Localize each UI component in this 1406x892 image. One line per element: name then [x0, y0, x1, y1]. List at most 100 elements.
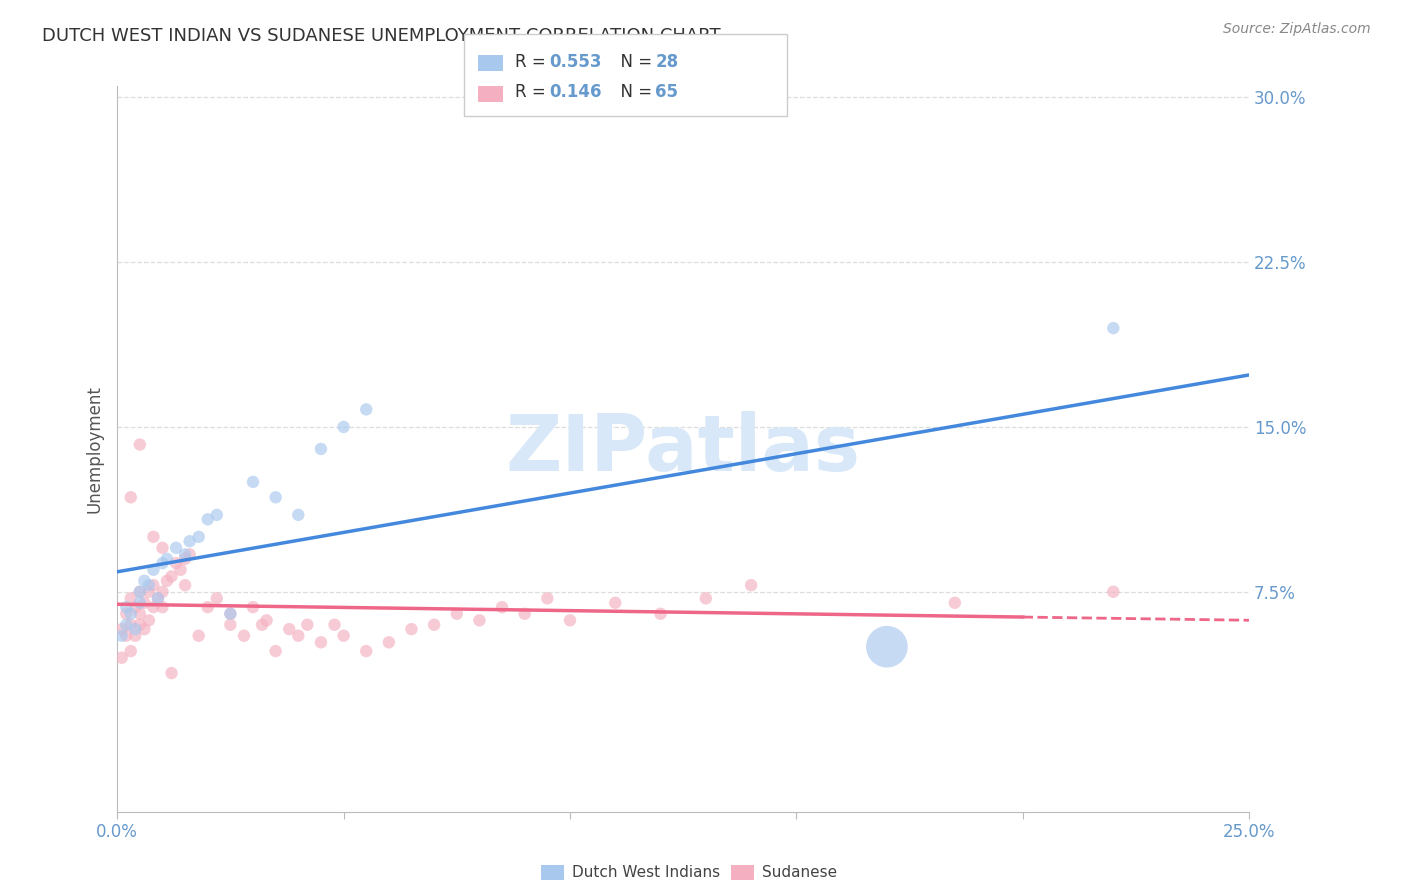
- Point: [134, 596, 156, 610]
- Point: [134, 622, 156, 636]
- Point: [165, 541, 187, 555]
- Point: [491, 600, 513, 615]
- Point: [1102, 584, 1125, 599]
- Text: Dutch West Indians: Dutch West Indians: [572, 865, 720, 880]
- Text: R =: R =: [515, 53, 551, 70]
- Point: [142, 578, 165, 592]
- Point: [250, 617, 273, 632]
- Point: [605, 596, 627, 610]
- Point: [468, 613, 491, 627]
- Point: [1102, 321, 1125, 335]
- Point: [943, 596, 966, 610]
- Point: [146, 591, 169, 606]
- Text: 0.553: 0.553: [550, 53, 602, 70]
- Point: [142, 563, 165, 577]
- Point: [165, 556, 187, 570]
- Point: [152, 556, 174, 570]
- Point: [650, 607, 672, 621]
- Point: [187, 530, 209, 544]
- Point: [264, 644, 287, 658]
- Point: [138, 578, 160, 592]
- Point: [558, 613, 581, 627]
- Point: [513, 607, 536, 621]
- Point: [174, 551, 197, 566]
- Point: [740, 578, 762, 592]
- Text: DUTCH WEST INDIAN VS SUDANESE UNEMPLOYMENT CORRELATION CHART: DUTCH WEST INDIAN VS SUDANESE UNEMPLOYME…: [42, 27, 721, 45]
- Point: [120, 607, 142, 621]
- Point: [287, 508, 309, 522]
- Point: [309, 635, 332, 649]
- Point: [152, 541, 174, 555]
- Point: [174, 578, 197, 592]
- Point: [323, 617, 346, 632]
- Point: [219, 617, 242, 632]
- Point: [197, 512, 219, 526]
- Point: [146, 591, 169, 606]
- Text: 0.146: 0.146: [550, 83, 602, 101]
- Point: [354, 402, 377, 417]
- Point: [309, 442, 332, 456]
- Point: [160, 569, 183, 583]
- Point: [128, 584, 150, 599]
- Text: ZIPatlas: ZIPatlas: [506, 411, 860, 487]
- Point: [179, 534, 201, 549]
- Text: 65: 65: [655, 83, 678, 101]
- Point: [378, 635, 401, 649]
- Point: [115, 617, 138, 632]
- Point: [876, 640, 898, 654]
- Point: [111, 629, 134, 643]
- Point: [115, 607, 138, 621]
- Point: [120, 490, 142, 504]
- Point: [111, 650, 134, 665]
- Point: [695, 591, 717, 606]
- Point: [115, 629, 138, 643]
- Point: [179, 548, 201, 562]
- Point: [156, 551, 179, 566]
- Text: R =: R =: [515, 83, 551, 101]
- Point: [174, 548, 197, 562]
- Text: N =: N =: [610, 53, 658, 70]
- Point: [187, 629, 209, 643]
- Point: [233, 629, 256, 643]
- Point: [138, 613, 160, 627]
- Point: [160, 666, 183, 681]
- Point: [332, 629, 354, 643]
- Point: [111, 622, 134, 636]
- Point: [401, 622, 423, 636]
- Point: [128, 437, 150, 451]
- Point: [264, 490, 287, 504]
- Point: [205, 508, 228, 522]
- Text: N =: N =: [610, 83, 658, 101]
- Point: [120, 644, 142, 658]
- Point: [219, 607, 242, 621]
- Point: [124, 622, 146, 636]
- Point: [128, 617, 150, 632]
- Point: [120, 591, 142, 606]
- Point: [205, 591, 228, 606]
- Point: [423, 617, 446, 632]
- Point: [124, 629, 146, 643]
- Point: [278, 622, 301, 636]
- Point: [128, 584, 150, 599]
- Point: [152, 600, 174, 615]
- Text: Sudanese: Sudanese: [762, 865, 837, 880]
- Point: [197, 600, 219, 615]
- Y-axis label: Unemployment: Unemployment: [86, 385, 103, 513]
- Point: [120, 617, 142, 632]
- Point: [128, 607, 150, 621]
- Text: Source: ZipAtlas.com: Source: ZipAtlas.com: [1223, 22, 1371, 37]
- Point: [297, 617, 319, 632]
- Point: [128, 596, 150, 610]
- Point: [169, 563, 191, 577]
- Point: [134, 574, 156, 588]
- Point: [446, 607, 468, 621]
- Point: [156, 574, 179, 588]
- Point: [142, 600, 165, 615]
- Point: [287, 629, 309, 643]
- Text: 28: 28: [655, 53, 678, 70]
- Point: [242, 475, 264, 489]
- Point: [219, 607, 242, 621]
- Point: [115, 600, 138, 615]
- Point: [152, 584, 174, 599]
- Point: [124, 600, 146, 615]
